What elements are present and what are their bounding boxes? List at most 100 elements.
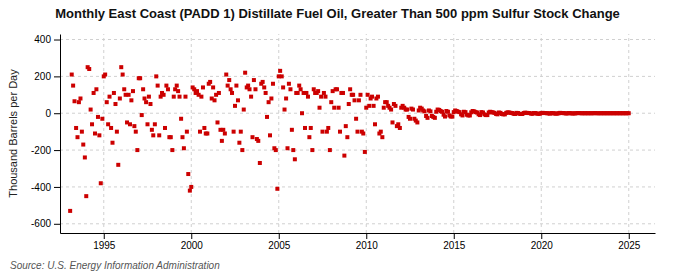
point — [354, 117, 358, 121]
annotation: Source: U.S. Energy Information Administ… — [10, 260, 220, 271]
point — [226, 84, 230, 88]
x-axis-tick: 2025 — [618, 233, 641, 251]
point — [183, 95, 187, 99]
x-axis-tick-label: 1995 — [93, 240, 116, 251]
point — [382, 106, 386, 110]
x-axis-tick-mark — [541, 233, 542, 239]
x-axis-tick-mark — [454, 233, 455, 239]
point — [367, 104, 371, 108]
point — [264, 91, 268, 95]
x-axis-tick-mark — [629, 233, 630, 239]
point — [157, 133, 161, 137]
point — [261, 80, 265, 84]
x-axis-tick: 2020 — [531, 233, 554, 251]
point — [433, 116, 437, 120]
point — [376, 95, 380, 99]
point — [202, 126, 206, 130]
point — [81, 143, 85, 147]
x-axis: 1995200020052010201520202025 — [61, 233, 656, 251]
point — [99, 181, 103, 185]
point — [118, 96, 122, 100]
point — [144, 100, 148, 104]
point — [106, 122, 110, 126]
point — [380, 135, 384, 139]
point — [156, 84, 160, 88]
point — [201, 85, 205, 89]
grid-line-x — [278, 34, 279, 233]
point — [251, 135, 255, 139]
point — [316, 89, 320, 93]
point — [345, 135, 349, 139]
point — [150, 128, 154, 132]
point — [357, 98, 361, 102]
point — [290, 128, 294, 132]
chart-container: 1995200020052010201520202025-600-400-200… — [0, 0, 675, 275]
grid-line-y — [60, 39, 655, 40]
x-axis-tick: 1995 — [93, 233, 116, 251]
point — [182, 146, 186, 150]
point — [236, 98, 240, 102]
point — [220, 139, 224, 143]
y-axis-tick-mark — [54, 76, 60, 77]
point — [389, 108, 393, 112]
point — [93, 132, 97, 136]
point — [181, 135, 185, 139]
point — [138, 76, 142, 80]
point — [325, 130, 329, 134]
point — [393, 104, 397, 108]
point — [287, 82, 291, 86]
point — [76, 135, 80, 139]
point — [188, 189, 192, 193]
point — [243, 71, 247, 75]
grid-line-y — [60, 76, 655, 77]
y-axis-tick: -600 — [31, 218, 60, 229]
point — [119, 65, 123, 69]
point — [253, 87, 257, 91]
grid-line-x — [366, 34, 367, 233]
point — [233, 104, 237, 108]
point — [224, 73, 228, 77]
point — [256, 139, 260, 143]
grid-line-x — [103, 34, 104, 233]
x-axis-tick-label: 2015 — [443, 240, 466, 251]
point — [163, 126, 167, 130]
y-axis-line — [60, 35, 61, 234]
point — [186, 172, 190, 176]
point — [249, 95, 253, 99]
point — [129, 98, 133, 102]
y-axis-tick-label: 0 — [45, 108, 51, 119]
point — [337, 106, 341, 110]
x-axis-tick-mark — [279, 233, 280, 239]
point — [405, 108, 409, 112]
point — [92, 91, 96, 95]
grid — [60, 34, 655, 233]
point — [319, 95, 323, 99]
point — [329, 100, 333, 104]
x-axis-tick-label: 2005 — [268, 240, 291, 251]
point — [269, 96, 273, 100]
y-axis-tick-mark — [54, 113, 60, 114]
point — [291, 148, 295, 152]
point — [415, 120, 419, 124]
point — [322, 91, 326, 95]
point — [307, 135, 311, 139]
point — [312, 87, 316, 91]
x-axis-tick-label: 2010 — [356, 240, 379, 251]
point — [280, 74, 284, 78]
grid-line-y — [60, 150, 655, 151]
point — [237, 141, 241, 145]
point — [275, 187, 279, 191]
point — [172, 95, 176, 99]
point — [195, 89, 199, 93]
point — [232, 130, 236, 134]
y-axis-tick: -200 — [31, 145, 60, 156]
point — [179, 117, 183, 121]
point — [309, 126, 313, 130]
point — [274, 148, 278, 152]
y-axis-tick-label: -200 — [31, 145, 51, 156]
point — [284, 96, 288, 100]
point — [112, 91, 116, 95]
y-axis-tick-label: -600 — [31, 218, 51, 229]
point — [283, 108, 287, 112]
point — [356, 130, 360, 134]
